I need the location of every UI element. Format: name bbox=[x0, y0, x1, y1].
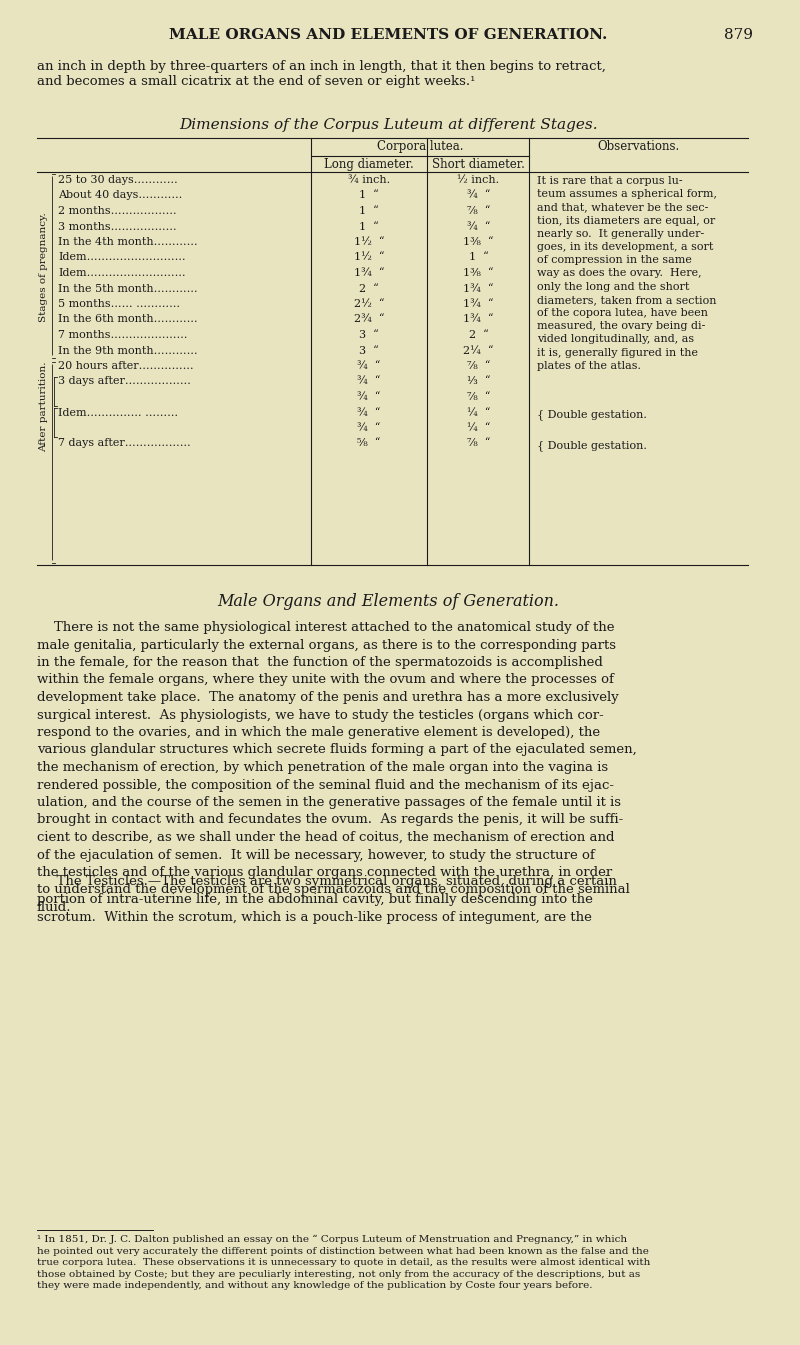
Text: 25 to 30 days…………: 25 to 30 days………… bbox=[58, 175, 178, 186]
Text: In the 9th month…………: In the 9th month………… bbox=[58, 346, 198, 355]
Text: 7 months…………………: 7 months………………… bbox=[58, 330, 188, 340]
Text: 1⅜  “: 1⅜ “ bbox=[463, 268, 494, 278]
Text: an inch in depth by three-quarters of an inch in length, that it then begins to : an inch in depth by three-quarters of an… bbox=[37, 61, 606, 87]
Text: ⅓  “: ⅓ “ bbox=[466, 377, 490, 386]
Text: ⅞  “: ⅞ “ bbox=[466, 438, 490, 448]
Text: ⅝  “: ⅝ “ bbox=[358, 438, 381, 448]
Text: 7 days after………………: 7 days after……………… bbox=[58, 438, 191, 448]
Text: Idem………………………: Idem……………………… bbox=[58, 268, 186, 278]
Text: 1½  “: 1½ “ bbox=[354, 253, 385, 262]
Text: ¾  “: ¾ “ bbox=[358, 377, 381, 386]
Text: Corpora lutea.: Corpora lutea. bbox=[377, 140, 463, 153]
Text: In the 5th month…………: In the 5th month………… bbox=[58, 284, 198, 293]
Text: ¾  “: ¾ “ bbox=[358, 422, 381, 433]
Text: 2 months………………: 2 months……………… bbox=[58, 206, 177, 217]
Text: The Testicles.—The testicles are two symmetrical organs, situated, during a cert: The Testicles.—The testicles are two sym… bbox=[37, 876, 617, 924]
Text: 2¼  “: 2¼ “ bbox=[463, 346, 494, 355]
Text: ¾  “: ¾ “ bbox=[466, 222, 490, 231]
Text: 1  “: 1 “ bbox=[469, 253, 488, 262]
Text: ¾  “: ¾ “ bbox=[358, 391, 381, 402]
Text: 1⅜  “: 1⅜ “ bbox=[463, 237, 494, 247]
Text: 1  “: 1 “ bbox=[359, 206, 379, 217]
Text: 879: 879 bbox=[724, 28, 753, 42]
Text: Male Organs and Elements of Generation.: Male Organs and Elements of Generation. bbox=[218, 593, 559, 611]
Text: 1¾  “: 1¾ “ bbox=[354, 268, 385, 278]
Text: 1¾  “: 1¾ “ bbox=[463, 299, 494, 309]
Text: 3 days after………………: 3 days after……………… bbox=[58, 377, 191, 386]
Text: Idem………………………: Idem……………………… bbox=[58, 253, 186, 262]
Text: 1¾  “: 1¾ “ bbox=[463, 284, 494, 293]
Text: Idem…………… ………: Idem…………… ……… bbox=[58, 408, 178, 417]
Text: 1½  “: 1½ “ bbox=[354, 237, 385, 247]
Text: 3 months………………: 3 months……………… bbox=[58, 222, 177, 231]
Text: ¹ In 1851, Dr. J. C. Dalton published an essay on the “ Corpus Luteum of Menstru: ¹ In 1851, Dr. J. C. Dalton published an… bbox=[37, 1235, 650, 1290]
Text: In the 4th month…………: In the 4th month………… bbox=[58, 237, 198, 247]
Text: ¼  “: ¼ “ bbox=[466, 408, 490, 417]
Text: ⅞  “: ⅞ “ bbox=[466, 391, 490, 402]
Text: ½ inch.: ½ inch. bbox=[458, 175, 499, 186]
Text: ¾  “: ¾ “ bbox=[466, 191, 490, 200]
Text: 1  “: 1 “ bbox=[359, 222, 379, 231]
Text: ¼  “: ¼ “ bbox=[466, 422, 490, 433]
Text: 2  “: 2 “ bbox=[359, 284, 379, 293]
Text: 3  “: 3 “ bbox=[359, 330, 379, 340]
Text: In the 6th month…………: In the 6th month………… bbox=[58, 315, 198, 324]
Text: Stages of pregnancy.: Stages of pregnancy. bbox=[39, 213, 48, 321]
Text: 2  “: 2 “ bbox=[469, 330, 488, 340]
Text: 20 hours after……………: 20 hours after…………… bbox=[58, 360, 194, 371]
Text: ¾  “: ¾ “ bbox=[358, 408, 381, 417]
Text: About 40 days…………: About 40 days………… bbox=[58, 191, 182, 200]
Text: 2¾  “: 2¾ “ bbox=[354, 315, 385, 324]
Text: It is rare that a corpus lu-
teum assumes a spherical form,
and that, whatever b: It is rare that a corpus lu- teum assume… bbox=[538, 176, 718, 371]
Text: Dimensions of the Corpus Luteum at different Stages.: Dimensions of the Corpus Luteum at diffe… bbox=[179, 118, 598, 132]
Text: There is not the same physiological interest attached to the anatomical study of: There is not the same physiological inte… bbox=[37, 621, 637, 915]
Text: ⅞  “: ⅞ “ bbox=[466, 360, 490, 371]
Text: MALE ORGANS AND ELEMENTS OF GENERATION.: MALE ORGANS AND ELEMENTS OF GENERATION. bbox=[170, 28, 608, 42]
Text: 3  “: 3 “ bbox=[359, 346, 379, 355]
Text: ⅞  “: ⅞ “ bbox=[466, 206, 490, 217]
Text: 5 months…… …………: 5 months…… ………… bbox=[58, 299, 181, 309]
Text: 1  “: 1 “ bbox=[359, 191, 379, 200]
Text: After parturition.: After parturition. bbox=[39, 362, 48, 452]
Text: ¾  “: ¾ “ bbox=[358, 360, 381, 371]
Text: ¾ inch.: ¾ inch. bbox=[348, 175, 390, 186]
Text: { Double gestation.: { Double gestation. bbox=[538, 440, 647, 451]
Text: { Double gestation.: { Double gestation. bbox=[538, 409, 647, 420]
Text: Observations.: Observations. bbox=[598, 140, 680, 153]
Text: 2½  “: 2½ “ bbox=[354, 299, 385, 309]
Text: 1¾  “: 1¾ “ bbox=[463, 315, 494, 324]
Text: Short diameter.: Short diameter. bbox=[432, 157, 525, 171]
Text: Long diameter.: Long diameter. bbox=[324, 157, 414, 171]
